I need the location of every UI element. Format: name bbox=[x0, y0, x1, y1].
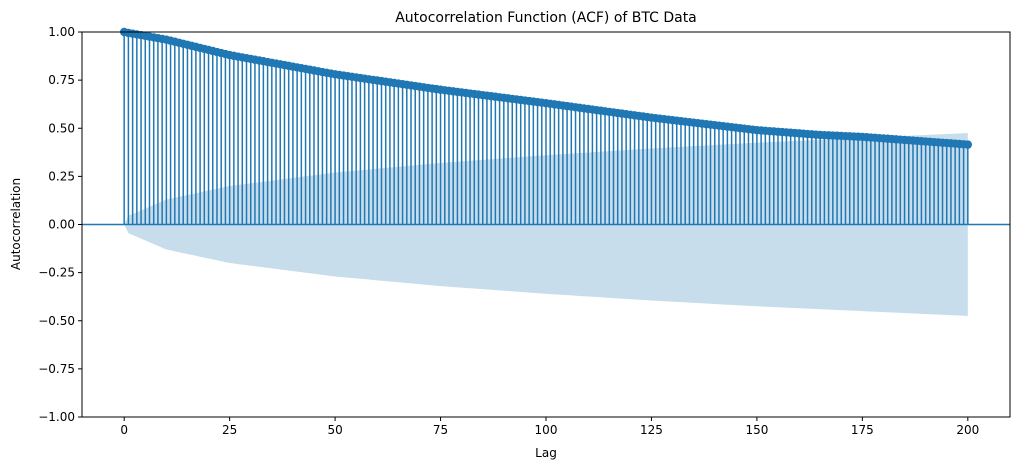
y-axis-label: Autocorrelation bbox=[9, 178, 23, 270]
y-tick-label: −1.00 bbox=[38, 410, 75, 424]
x-tick-label: 200 bbox=[956, 423, 979, 437]
x-tick-label: 50 bbox=[327, 423, 342, 437]
x-tick-label: 75 bbox=[433, 423, 448, 437]
axes: 0 25 50 75 100 125 150 175 200 −1.00 −0.75 −0.50 −0.… bbox=[38, 25, 1011, 437]
acf-point bbox=[963, 140, 973, 149]
y-tick-label: 1.00 bbox=[48, 25, 75, 39]
y-tick-label: 0.25 bbox=[48, 169, 75, 183]
x-tick-label: 175 bbox=[851, 423, 874, 437]
x-tick-label: 0 bbox=[120, 423, 128, 437]
x-tick-label: 150 bbox=[745, 423, 768, 437]
plot-area bbox=[82, 27, 1010, 316]
chart-title: Autocorrelation Function (ACF) of BTC Da… bbox=[395, 10, 697, 26]
y-tick-label: −0.50 bbox=[38, 314, 75, 328]
y-tick-label: −0.25 bbox=[38, 266, 75, 280]
x-axis-label: Lag bbox=[535, 446, 557, 460]
y-tick-label: −0.75 bbox=[38, 362, 75, 376]
y-tick-label: 0.50 bbox=[48, 121, 75, 135]
x-tick-label: 25 bbox=[222, 423, 237, 437]
x-tick-label: 100 bbox=[535, 423, 558, 437]
x-tick-label: 125 bbox=[640, 423, 663, 437]
y-tick-label: 0.75 bbox=[48, 73, 75, 87]
y-tick-label: 0.00 bbox=[48, 218, 75, 232]
